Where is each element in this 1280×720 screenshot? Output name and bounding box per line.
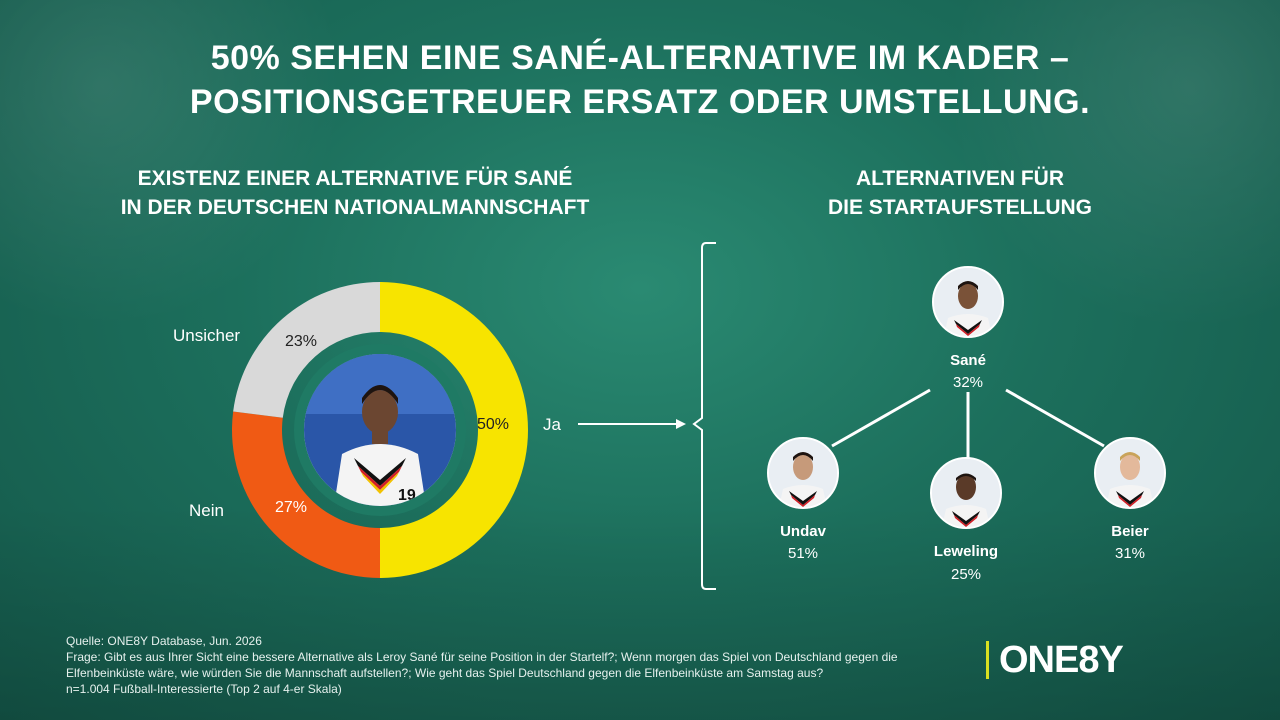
connector-left	[831, 388, 931, 448]
footnote-question-1: Frage: Gibt es aus Ihrer Sicht eine bess…	[66, 650, 898, 664]
value-label-unsicher: 23%	[285, 333, 318, 350]
center-player-photo: 19	[304, 354, 456, 506]
brand-logo: ONE8Y	[986, 638, 1124, 681]
donut-slice-unsicher	[233, 282, 380, 418]
legend-label-unsicher: Unsicher	[173, 326, 241, 345]
player-photo-beier	[1094, 437, 1166, 509]
right-panel-subtitle: ALTERNATIVEN FÜR DIE STARTAUFSTELLUNG	[780, 164, 1140, 222]
left-subtitle-line-2: IN DER DEUTSCHEN NATIONALMANNSCHAFT	[120, 196, 590, 219]
player-name-leweling: Leweling	[933, 543, 999, 560]
connector-right	[1005, 388, 1105, 448]
left-subtitle-line-1: EXISTENZ EINER ALTERNATIVE FÜR SANÉ	[137, 167, 573, 190]
player-pct-leweling: 25%	[950, 566, 982, 583]
donut-slice-nein	[232, 411, 380, 578]
footnote-sample: n=1.004 Fußball-Interessierte (Top 2 auf…	[66, 682, 342, 696]
player-photo-leweling	[930, 457, 1002, 529]
footnote-source: Quelle: ONE8Y Database, Jun. 2026	[66, 634, 262, 648]
player-name-beier: Beier	[1111, 523, 1149, 540]
player-name-undav: Undav	[780, 523, 826, 540]
value-label-ja: 50%	[477, 416, 510, 433]
right-subtitle-line-2: DIE STARTAUFSTELLUNG	[827, 196, 1093, 219]
value-label-nein: 27%	[275, 499, 308, 516]
legend-label-ja: Ja	[543, 415, 561, 434]
player-name-sane: Sané	[950, 352, 986, 369]
title-line-1: 50% SEHEN EINE SANÉ-ALTERNATIVE IM KADER…	[210, 39, 1070, 77]
left-panel-subtitle: EXISTENZ EINER ALTERNATIVE FÜR SANÉ IN D…	[70, 164, 640, 222]
arrow-head-icon	[676, 419, 686, 429]
right-subtitle-line-1: ALTERNATIVEN FÜR	[855, 167, 1065, 190]
player-pct-undav: 51%	[787, 545, 819, 562]
logo-text: ONE8Y	[999, 638, 1124, 681]
logo-accent-bar	[986, 641, 989, 679]
donut-slice-ja	[380, 282, 528, 578]
footnote-question-2: Elfenbeinküste wäre, wie würden Sie die …	[66, 666, 824, 680]
bracket	[692, 242, 716, 590]
legend-label-nein: Nein	[189, 501, 224, 520]
footnote: Quelle: ONE8Y Database, Jun. 2026 Frage:…	[66, 633, 966, 697]
player-photo-undav	[767, 437, 839, 509]
player-pct-beier: 31%	[1114, 545, 1146, 562]
player-photo-sane	[932, 266, 1004, 338]
title-line-2: POSITIONSGETREUER ERSATZ ODER UMSTELLUNG…	[189, 83, 1091, 121]
player-pct-sane: 32%	[952, 374, 984, 391]
page-title: 50% SEHEN EINE SANÉ-ALTERNATIVE IM KADER…	[0, 36, 1280, 124]
